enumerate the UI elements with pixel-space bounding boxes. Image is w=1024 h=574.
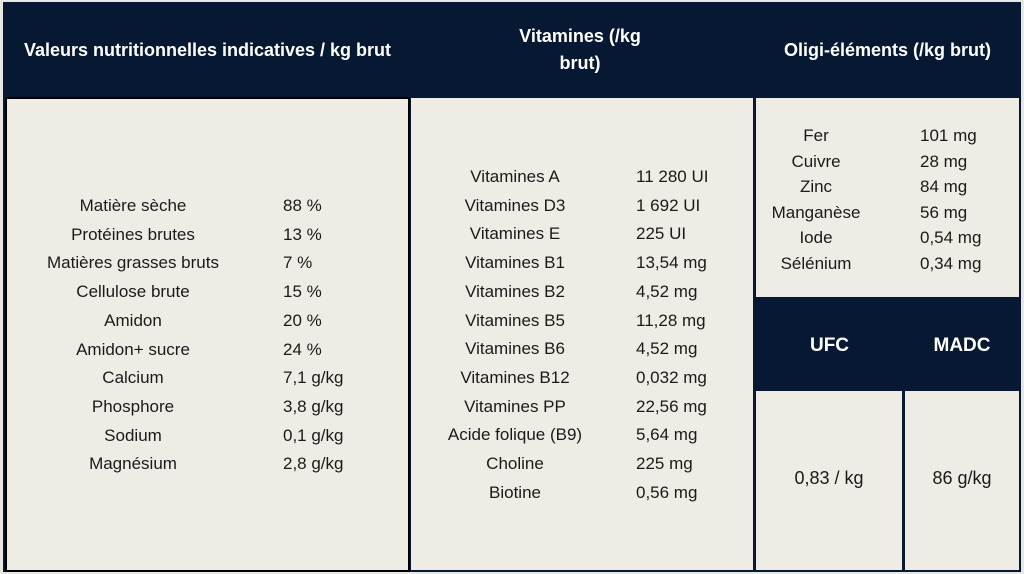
ufc-cell [756,391,902,570]
vitamins-label: Vitamines B12 [460,367,570,387]
trace-cell [756,98,1019,297]
header-madc: MADC [933,334,991,356]
nutrition-cell [5,97,410,572]
nutrition-label: Cellulose brute [76,282,190,302]
vitamins-value: 5,64 mg [636,425,698,445]
vitamins-value: 0,032 mg [636,367,707,387]
header-vitamins: Vitamines (/kg brut) [519,26,641,73]
nutrition-label: Magnésium [89,454,177,474]
vitamins-cell [411,98,753,570]
nutrition-label: Protéines brutes [71,224,195,244]
trace-label: Manganèse [771,202,861,222]
vitamins-label: Vitamines B5 [465,310,565,330]
nutrition-label: Phosphore [91,396,175,416]
vitamins-value: 225 UI [636,224,687,244]
vitamins-label: Vitamines D3 [464,195,566,215]
vitamins-label: Vitamines E [469,224,561,244]
vitamins-value: 13,54 mg [636,253,707,273]
header-ufc: UFC [809,334,850,356]
nutrition-value: 0,1 g/kg [283,425,344,445]
madc-value: 86 g/kg [932,468,992,488]
nutrition-value: 7 % [283,253,313,273]
vitamins-label: Vitamines A [470,167,560,186]
nutrition-value: 24 % [283,339,322,359]
header-nutrition: Valeurs nutritionnelles indicatives / kg… [23,39,392,60]
vitamins-value: 4,52 mg [636,339,698,359]
nutrition-value: 2,8 g/kg [283,454,344,474]
nutrition-label: Matière sèche [79,196,187,215]
vitamins-value: 11 280 UI [636,167,709,186]
trace-label: Sélénium [780,254,852,273]
nutrition-label: Sodium [104,425,162,445]
vitamins-label: Vitamines B1 [465,253,565,273]
nutrition-value: 15 % [283,282,322,302]
vitamins-label: Choline [486,454,544,473]
nutrition-label: Amidon+ sucre [76,339,190,359]
nutrition-value: 3,8 g/kg [283,396,344,416]
vitamins-value: 4,52 mg [636,281,698,301]
trace-value: 0,34 mg [920,254,982,273]
vitamins-value: 22,56 mg [636,396,707,416]
trace-value: 0,54 mg [920,228,982,248]
vitamins-label: Vitamines B6 [465,339,565,359]
madc-cell [905,391,1019,570]
nutrition-value: 13 % [283,224,322,244]
vitamins-value: 1 692 UI [636,195,701,215]
vitamins-label: Biotine [489,482,541,502]
vitamins-value: 0,56 mg [636,482,698,502]
nutrition-label: Calcium [102,368,164,388]
trace-label: Cuivre [791,151,841,171]
trace-value: 56 mg [920,202,968,222]
trace-value: 84 mg [920,177,968,197]
header-trace-elements: Oligi-éléments (/kg brut) [783,39,992,60]
nutrition-value: 20 % [283,310,322,330]
trace-value: 101 mg [920,126,977,145]
trace-label: Iode [799,228,833,248]
trace-label: Fer [803,126,829,145]
nutrition-label: Matières grasses bruts [47,253,219,273]
trace-label: Zinc [799,177,833,197]
vitamins-label: Acide folique (B9) [447,425,583,445]
vitamins-value: 11,28 mg [636,310,706,330]
vitamins-label: Vitamines B2 [465,281,565,301]
vitamins-value: 225 mg [636,454,693,473]
nutrition-label: Amidon [104,310,162,330]
vitamins-label: Vitamines PP [464,396,566,416]
ufc-value: 0,83 / kg [794,468,864,488]
trace-value: 28 mg [920,151,968,171]
nutrition-value: 88 % [283,196,322,215]
nutrition-value: 7,1 g/kg [283,368,344,388]
